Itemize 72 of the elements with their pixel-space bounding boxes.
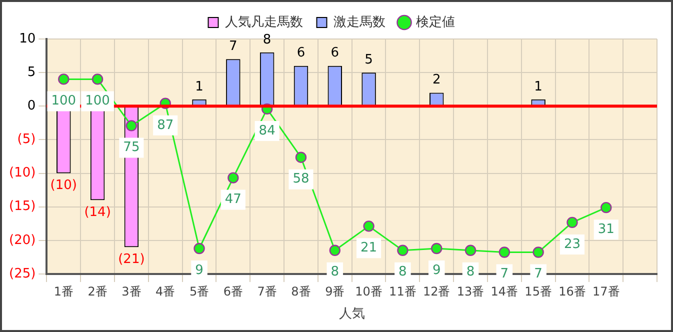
- data-label: (14): [84, 205, 111, 220]
- data-label: 23: [564, 236, 581, 252]
- y-tick-label: (10): [9, 166, 36, 181]
- legend-label: 激走馬数: [333, 14, 386, 30]
- x-tick-label: 11番: [389, 284, 416, 298]
- y-tick-label: (25): [9, 266, 36, 282]
- data-label: 84: [258, 123, 276, 138]
- point: [329, 244, 340, 256]
- x-tick-label: 14番: [490, 284, 518, 298]
- point: [228, 172, 239, 184]
- point: [92, 74, 104, 85]
- point: [532, 246, 544, 258]
- x-tick-label: 16番: [558, 284, 586, 298]
- x-tick-label: 4番: [156, 284, 176, 298]
- data-label: 8: [466, 264, 475, 280]
- x-tick-label: 7番: [257, 284, 277, 298]
- data-label: 6: [330, 46, 340, 61]
- data-label: 100: [51, 94, 76, 109]
- data-label: 9: [432, 262, 441, 278]
- point: [295, 152, 307, 163]
- point: [126, 120, 138, 132]
- data-label: (21): [118, 252, 145, 268]
- data-label: 7: [500, 266, 509, 282]
- data-label: 8: [398, 264, 407, 280]
- legend-label: 人気凡走馬数: [224, 14, 303, 30]
- x-tick-label: 10番: [355, 284, 382, 298]
- x-tick-label: 8番: [291, 284, 311, 298]
- x-axis-title: 人気: [338, 306, 365, 322]
- data-label: (10): [50, 178, 77, 194]
- data-label: 7: [534, 266, 542, 282]
- x-tick-label: 5番: [189, 284, 210, 298]
- data-label: 58: [292, 172, 310, 187]
- x-tick-label: 3番: [122, 284, 142, 298]
- data-label: 100: [85, 94, 110, 109]
- x-tick-label: 2番: [88, 284, 108, 298]
- x-tick-label: 9番: [325, 284, 345, 298]
- point: [363, 220, 374, 232]
- point: [600, 202, 612, 214]
- x-tick-label: 6番: [223, 284, 243, 298]
- legend-label: 検定値: [416, 14, 455, 30]
- data-label: 47: [224, 192, 242, 208]
- y-tick-label: 10: [19, 31, 36, 46]
- point: [431, 242, 442, 254]
- point: [194, 242, 205, 254]
- data-label: 5: [364, 52, 373, 68]
- data-label: 87: [157, 118, 174, 133]
- x-tick-label: 15番: [524, 284, 552, 298]
- point: [397, 244, 408, 256]
- data-label: 2: [432, 72, 441, 88]
- y-tick-label: 5: [27, 64, 36, 80]
- data-label: 1: [534, 79, 542, 94]
- x-tick-label: 1番: [54, 284, 74, 298]
- data-label: 21: [360, 240, 378, 256]
- point: [464, 244, 476, 256]
- y-tick-label: (5): [17, 132, 36, 148]
- y-tick-label: (15): [9, 199, 36, 214]
- x-tick-label: 13番: [456, 284, 484, 298]
- point: [566, 216, 578, 228]
- point: [58, 74, 70, 85]
- data-label: 31: [598, 222, 614, 237]
- y-tick-label: (20): [9, 232, 36, 248]
- data-label: 1: [195, 79, 204, 94]
- x-tick-label: 12番: [422, 284, 450, 298]
- data-label: 9: [195, 262, 204, 278]
- point: [498, 246, 510, 258]
- data-label: 8: [262, 32, 272, 48]
- data-label: 6: [296, 46, 306, 61]
- x-tick-label: 17番: [592, 284, 620, 298]
- y-tick-label: 0: [27, 98, 36, 114]
- data-label: 8: [330, 264, 340, 280]
- data-label: 75: [123, 140, 140, 156]
- data-label: 7: [229, 39, 238, 54]
